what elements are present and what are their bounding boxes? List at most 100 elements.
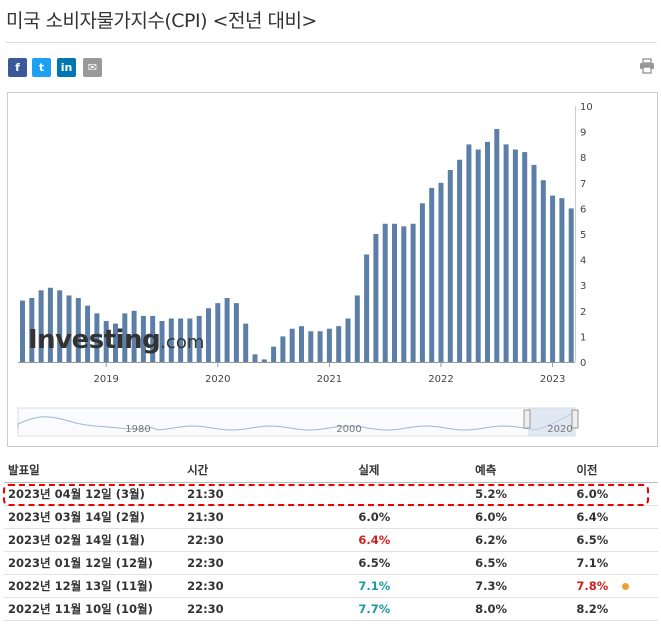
bar xyxy=(401,226,407,362)
x-tick-label: 2019 xyxy=(93,374,118,385)
navigator-selection xyxy=(528,408,575,436)
navigator-label: 2020 xyxy=(547,424,572,435)
bar xyxy=(29,298,35,362)
bar xyxy=(345,318,351,362)
y-tick-label: 9 xyxy=(580,128,586,139)
bar xyxy=(317,331,323,362)
bar xyxy=(178,318,184,362)
bar xyxy=(57,290,63,362)
bar xyxy=(140,315,146,362)
bar xyxy=(289,328,295,362)
bar xyxy=(419,203,425,362)
row-previous: 8.2% xyxy=(572,597,658,621)
y-tick-label: 5 xyxy=(580,230,586,241)
row-date: 2023년 03월 14일 (2월) xyxy=(4,505,184,529)
bar xyxy=(326,328,332,362)
navigator-handle-right xyxy=(571,409,579,429)
page-title: 미국 소비자물가지수(CPI) <전년 대비> xyxy=(6,10,317,32)
bar xyxy=(540,180,546,362)
table-row: 2022년 11월 10일 (10월) 22:30 7.7% 8.0% 8.2% xyxy=(4,597,658,621)
row-date: 2023년 02월 14일 (1월) xyxy=(4,528,184,552)
table-header-row: 발표일 시간 실제 예측 이전 xyxy=(4,458,658,483)
bar xyxy=(503,144,509,362)
print-icon[interactable] xyxy=(639,58,655,74)
header-previous: 이전 xyxy=(572,458,658,483)
highlight-box xyxy=(3,484,649,506)
y-tick-label: 10 xyxy=(580,102,593,113)
navigator-background xyxy=(17,407,576,437)
bar xyxy=(392,223,397,362)
bar xyxy=(559,198,565,362)
bar xyxy=(512,149,518,362)
x-tick-label: 2020 xyxy=(205,374,230,385)
twitter-share-button[interactable]: t xyxy=(32,58,51,77)
row-time: 22:30 xyxy=(183,574,355,598)
bar xyxy=(150,315,156,362)
bar xyxy=(85,305,91,362)
bar xyxy=(373,234,379,362)
bar xyxy=(252,354,258,362)
row-previous: 7.1% xyxy=(572,551,658,575)
bar xyxy=(261,359,267,362)
bar xyxy=(438,182,444,362)
linkedin-share-button[interactable]: in xyxy=(57,58,76,77)
row-actual: 6.4% xyxy=(354,528,472,552)
bar xyxy=(20,300,25,362)
bar xyxy=(308,331,314,362)
row-time: 22:30 xyxy=(183,551,355,575)
title-divider xyxy=(6,42,657,43)
header-date: 발표일 xyxy=(4,458,184,483)
row-previous: 7.8% xyxy=(572,574,658,598)
bar xyxy=(196,315,202,362)
chart-container xyxy=(7,92,658,447)
investing-watermark: Investing.com xyxy=(28,325,204,355)
header-forecast: 예측 xyxy=(471,458,573,483)
y-tick-label: 4 xyxy=(580,256,586,267)
y-tick-label: 7 xyxy=(580,179,586,190)
x-tick-label: 2021 xyxy=(317,374,342,385)
y-tick-label: 1 xyxy=(580,332,586,343)
bar xyxy=(113,323,118,362)
bar xyxy=(66,295,72,362)
facebook-share-button[interactable]: f xyxy=(8,58,27,77)
row-forecast: 8.0% xyxy=(471,597,573,621)
bar xyxy=(485,141,490,362)
bar xyxy=(271,346,277,362)
navigator-line xyxy=(17,411,576,431)
row-forecast: 6.2% xyxy=(471,528,573,552)
revision-dot-icon xyxy=(622,582,630,590)
row-actual: 6.0% xyxy=(354,505,472,529)
bar xyxy=(522,152,528,362)
navigator-label: 2000 xyxy=(336,424,361,435)
x-tick-label: 2022 xyxy=(428,374,453,385)
x-tick-label: 2023 xyxy=(540,374,565,385)
bar xyxy=(38,290,44,362)
watermark-brand: Investing xyxy=(28,325,161,355)
watermark-suffix: .com xyxy=(160,332,205,353)
row-date: 2023년 01월 12일 (12월) xyxy=(4,551,184,575)
bar xyxy=(94,313,100,362)
bar xyxy=(215,303,221,362)
bar xyxy=(103,321,109,362)
cpi-chart: 0 1 2 3 4 5 6 7 8 9 10 2019 2020 2021 2022 2023 1980 2000… xyxy=(17,102,593,437)
bar xyxy=(531,164,537,362)
bar xyxy=(429,187,435,362)
y-tick-label: 6 xyxy=(580,204,586,215)
email-share-button[interactable]: ✉ xyxy=(83,58,102,77)
row-previous: 6.4% xyxy=(572,505,658,529)
bar xyxy=(224,298,230,362)
bar xyxy=(187,318,193,362)
table-row: 2023년 02월 14일 (1월) 22:30 6.4% 6.2% 6.5% xyxy=(4,528,658,552)
bar xyxy=(475,149,481,362)
bar xyxy=(336,326,342,362)
navigator-label: 1980 xyxy=(125,424,150,435)
bar xyxy=(233,303,239,362)
bar xyxy=(75,298,81,362)
row-actual: 6.5% xyxy=(354,551,472,575)
row-date: 2022년 12월 13일 (11월) xyxy=(4,574,184,598)
bar xyxy=(122,313,128,362)
bar xyxy=(354,295,360,362)
y-tick-label: 2 xyxy=(580,307,586,318)
bar xyxy=(466,144,472,362)
bar xyxy=(206,308,211,362)
